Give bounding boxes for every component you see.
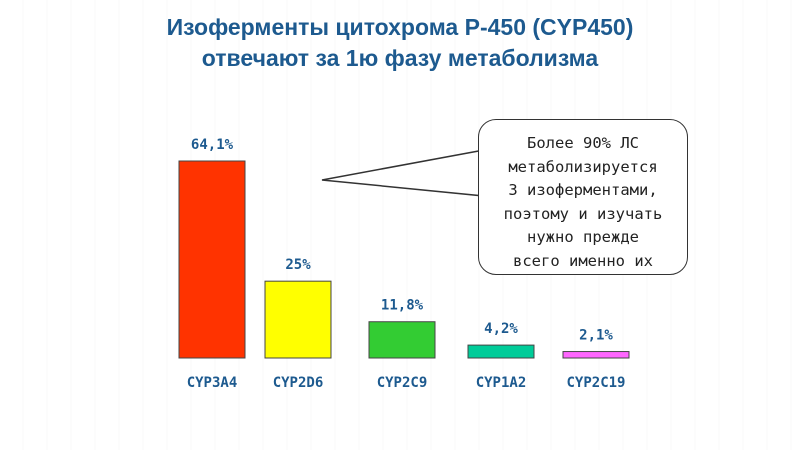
category-label: CYP2D6 [273, 375, 324, 391]
callout-line: 3 изоферментами, [508, 181, 658, 199]
category-label: CYP1A2 [476, 375, 527, 391]
bar-cyp2c19 [562, 351, 630, 359]
category-label: CYP2C9 [377, 375, 428, 391]
callout-line: нужно прежде [527, 228, 639, 246]
bar-cyp3a4 [178, 160, 246, 359]
bar-cyp2d6 [264, 280, 332, 359]
data-label: 4,2% [484, 321, 518, 337]
title-line-1: Изоферменты цитохрома Р-450 (CYP450) [166, 14, 634, 40]
callout-line: метаболизируется [508, 157, 658, 176]
bar-cyp1a2 [467, 344, 535, 359]
callout-line: всего именно их [513, 251, 653, 270]
slide-title: Изоферменты цитохрома Р-450 (CYP450) отв… [0, 12, 800, 74]
callout-line: Более 90% ЛС [527, 134, 639, 152]
callout-box [478, 119, 688, 275]
callout-pointer [321, 149, 485, 197]
data-label: 64,1% [191, 137, 234, 153]
data-label: 11,8% [381, 298, 424, 314]
data-label: 2,1% [579, 328, 613, 344]
callout-text: Более 90% ЛС метаболизируется 3 изоферме… [478, 132, 688, 273]
category-label: CYP3A4 [187, 375, 238, 391]
category-label: CYP2C19 [566, 375, 625, 391]
bar-cyp2c9 [368, 321, 436, 359]
callout-line: поэтому и изучать [503, 204, 663, 223]
data-label: 25% [285, 257, 311, 273]
title-line-2: отвечают за 1ю фазу метаболизма [201, 45, 599, 71]
